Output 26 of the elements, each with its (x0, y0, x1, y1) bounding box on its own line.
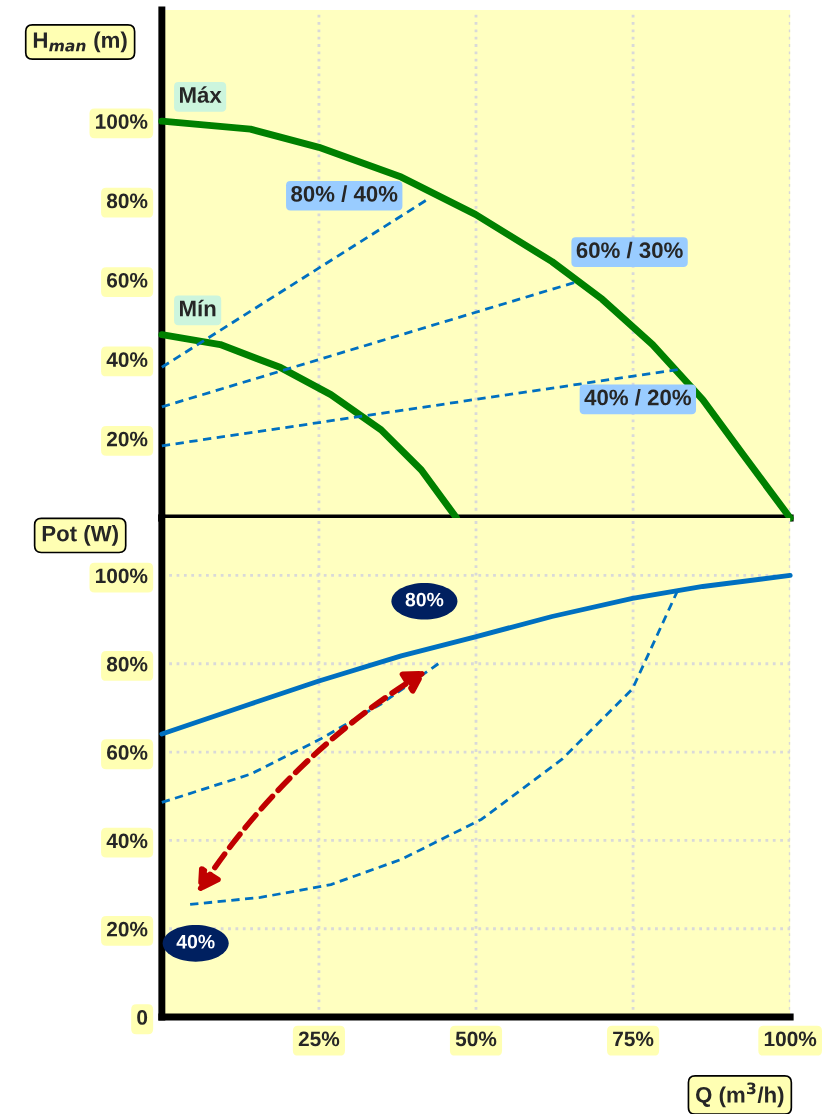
annotation: 40% (176, 934, 215, 949)
y-tick-label: 20% (106, 921, 148, 937)
y-tick-label: 0 (137, 1010, 148, 1025)
line-series (160, 662, 440, 804)
y-tick-label: 20% (106, 431, 148, 447)
y-tick-label: 60% (107, 745, 148, 760)
series-label: 80% / 40% (291, 185, 398, 202)
y-tick-label: 60% (107, 272, 148, 288)
annotation: 80% (405, 592, 444, 607)
series-label: 60% / 30% (576, 241, 683, 259)
y-axis-title: Pot (W) (42, 525, 118, 546)
y-tick-label: 40% (106, 833, 148, 849)
y-tick-label: 40% (106, 352, 148, 368)
x-tick-label: 50% (455, 1031, 497, 1047)
series-label: 40% / 20% (584, 389, 691, 406)
x-axis-title: Q (m$^{3}$/h) (696, 1082, 784, 1108)
y-tick-label: 80% (106, 656, 148, 672)
y-tick-label: 100% (95, 114, 148, 129)
x-tick-label: 100% (764, 1031, 817, 1047)
series-label: Mín (180, 299, 216, 317)
y-axis-title: H$_{man}$ (m) (33, 31, 127, 53)
y-tick-label: 80% (106, 193, 148, 209)
x-tick-label: 75% (613, 1031, 654, 1047)
y-tick-label: 100% (95, 568, 148, 584)
x-tick-label: 25% (298, 1031, 340, 1047)
series-label: Máx (180, 86, 222, 103)
